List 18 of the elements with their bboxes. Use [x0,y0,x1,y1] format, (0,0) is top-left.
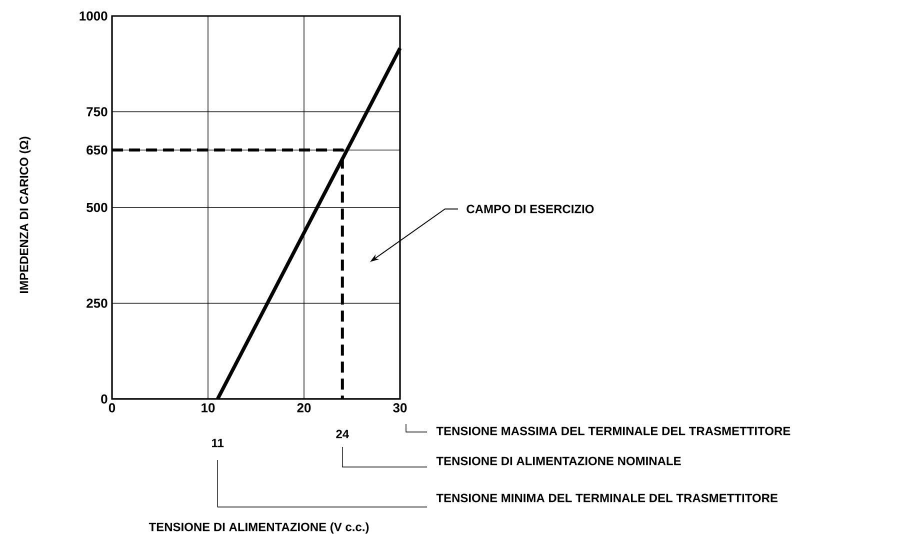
text: CAMPO DI ESERCIZIO [466,204,594,214]
x-tick-label: 10 [202,403,215,412]
y-tick-label: 650 [86,145,108,155]
text: 11 [212,438,224,448]
text: TENSIONE DI ALIMENTAZIONE NOMINALE [436,456,681,466]
y-tick-label: 0 [101,394,108,404]
x-tick-label: 30 [393,403,407,412]
y-axis-title: IMPEDENZA DI CARICO (Ω) [19,136,31,293]
text: TENSIONE MASSIMA DEL TERMINALE DEL TRASMETTITORE [436,426,790,436]
text: TENSIONE MINIMA DEL TERMINALE DEL TRASMETTITORE [436,494,778,502]
y-tick-label: 250 [86,298,108,308]
y-tick-label: 1000 [80,11,108,21]
text: TENSIONE DI ALIMENTAZIONE (V c.c.) [148,522,369,534]
y-tick-label: 500 [86,202,108,212]
x-tick-label: 0 [108,403,116,412]
x-tick-label: 20 [297,403,311,412]
y-tick-label: 750 [86,107,108,116]
text: 24 [336,430,350,438]
